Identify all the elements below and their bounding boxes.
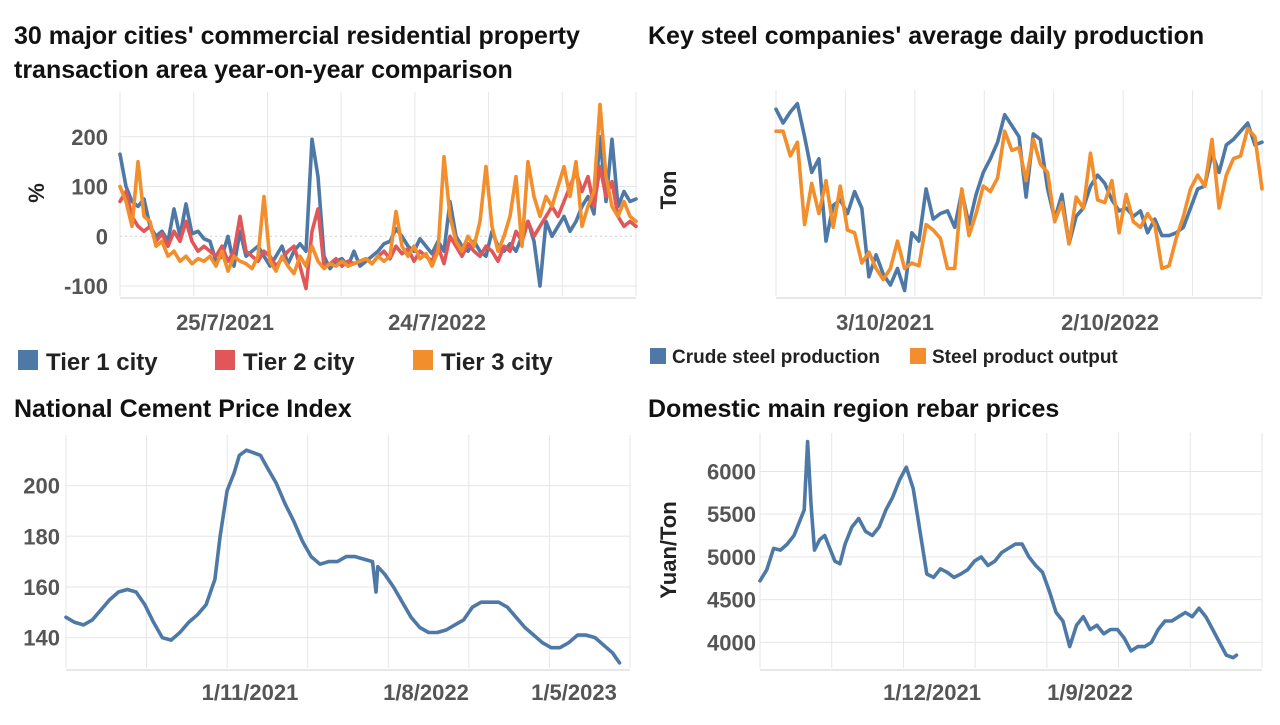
x-tick-label: 1/12/2021 bbox=[883, 680, 981, 705]
legend-label-tier2: Tier 2 city bbox=[243, 349, 355, 376]
legend-swatch-steel-product bbox=[910, 348, 926, 364]
legend-swatch-tier2 bbox=[215, 350, 235, 370]
legend-swatch-tier1 bbox=[18, 350, 38, 370]
x-tick-label: 2/10/2022 bbox=[1061, 310, 1159, 335]
y-tick-label: 160 bbox=[23, 575, 60, 600]
y-tick-label: 0 bbox=[96, 224, 108, 249]
x-tick-label: 1/5/2023 bbox=[531, 680, 617, 705]
y-tick-label: 140 bbox=[23, 626, 60, 651]
chart1-title: 30 major cities' commercial residential … bbox=[14, 22, 580, 50]
legend-label-tier3: Tier 3 city bbox=[441, 349, 553, 376]
chart-rebar-prices: Domestic main region rebar prices Yuan/T… bbox=[648, 395, 1263, 705]
y-tick-label: 100 bbox=[71, 175, 108, 200]
legend-swatch-tier3 bbox=[413, 350, 433, 370]
chart2-title: Key steel companies' average daily produ… bbox=[648, 22, 1204, 50]
x-tick-label: 1/9/2022 bbox=[1047, 680, 1133, 705]
legend-label-steel-product: Steel product output bbox=[932, 347, 1118, 368]
chart4-title: Domestic main region rebar prices bbox=[648, 395, 1059, 423]
chart-steel-production: Key steel companies' average daily produ… bbox=[648, 22, 1264, 368]
y-tick-label: 4500 bbox=[707, 588, 756, 613]
y-tick-label: 180 bbox=[23, 524, 60, 549]
chart1-legend: Tier 1 city Tier 2 city Tier 3 city bbox=[18, 349, 553, 376]
series-line-c4-0 bbox=[758, 439, 1239, 660]
x-tick-label: 1/8/2022 bbox=[383, 680, 469, 705]
chart4-y-axis-label: Yuan/Ton bbox=[656, 501, 681, 598]
series-line-tier-1-city bbox=[118, 135, 638, 288]
y-tick-label: 200 bbox=[23, 474, 60, 499]
series-line-steel-product-output bbox=[774, 126, 1264, 282]
x-tick-label: 24/7/2022 bbox=[388, 310, 486, 335]
y-tick-label: 200 bbox=[71, 125, 108, 150]
chart2-y-axis-label: Ton bbox=[656, 171, 681, 210]
chart3-title: National Cement Price Index bbox=[14, 395, 352, 423]
y-tick-label: 6000 bbox=[707, 459, 756, 484]
chart-transaction-area: 30 major cities' commercial residential … bbox=[14, 22, 638, 376]
x-tick-label: 25/7/2021 bbox=[176, 310, 274, 335]
series-line-tier-3-city bbox=[118, 102, 638, 276]
y-tick-label: 4000 bbox=[707, 630, 756, 655]
legend-label-crude-steel: Crude steel production bbox=[672, 347, 880, 368]
legend-label-tier1: Tier 1 city bbox=[46, 349, 158, 376]
chart-cement-price-index: National Cement Price Index 200 180 160 140… bbox=[14, 395, 631, 705]
chart2-legend: Crude steel production Steel product out… bbox=[650, 347, 1118, 368]
y-tick-label: 5000 bbox=[707, 545, 756, 570]
x-tick-label: 1/11/2021 bbox=[202, 680, 299, 705]
series-line-c3-0 bbox=[64, 448, 622, 665]
y-tick-label: -100 bbox=[64, 274, 108, 299]
chart1-title-line2: transaction area year-on-year comparison bbox=[14, 56, 513, 84]
x-tick-label: 3/10/2021 bbox=[836, 310, 934, 335]
legend-swatch-crude-steel bbox=[650, 348, 666, 364]
chart1-y-axis-label: % bbox=[24, 183, 49, 203]
y-tick-label: 5500 bbox=[707, 502, 756, 527]
